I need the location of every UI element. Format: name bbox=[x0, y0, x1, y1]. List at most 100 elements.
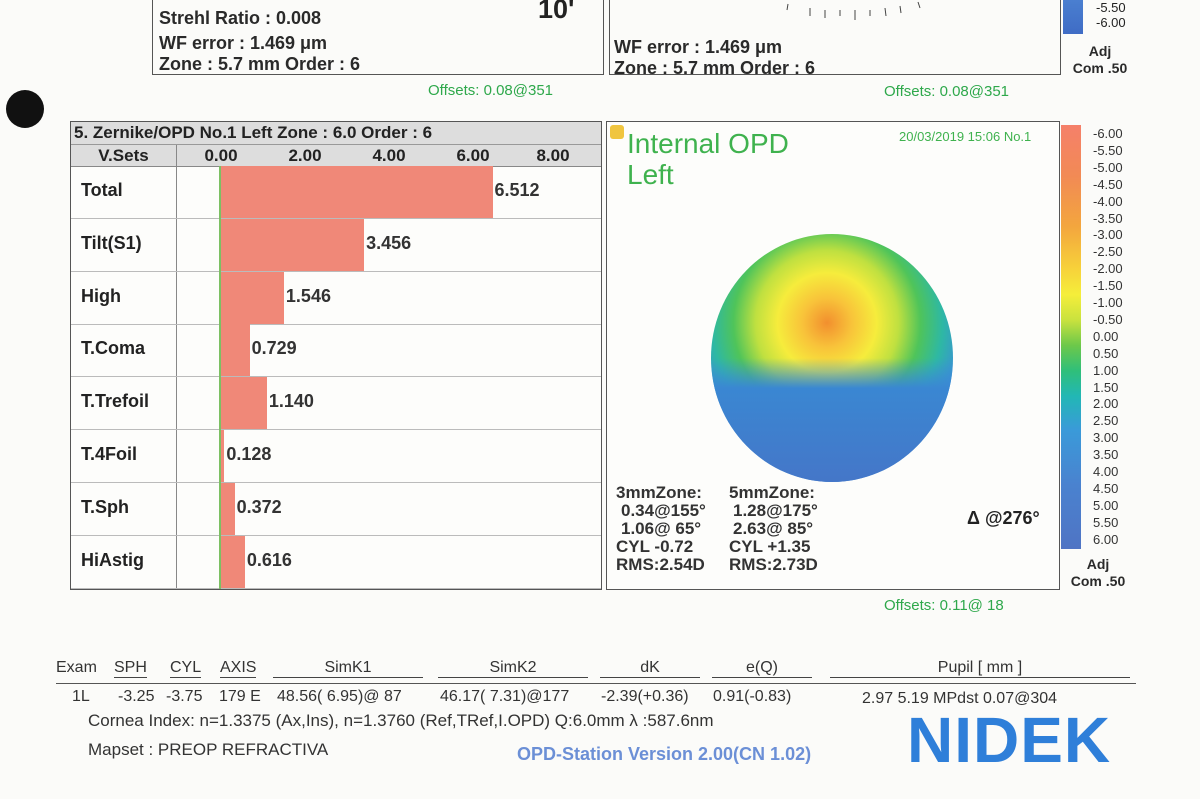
zone3-cyl: CYL -0.72 bbox=[616, 537, 694, 556]
punch-hole bbox=[6, 90, 44, 128]
zernike-row: T.Trefoil 1.140 bbox=[71, 377, 601, 431]
val-sph: -3.25 bbox=[118, 688, 155, 705]
val-cyl: -3.75 bbox=[166, 688, 203, 705]
hdr-exam: Exam bbox=[56, 659, 97, 676]
zernike-bar-value: 0.372 bbox=[236, 496, 282, 517]
zernike-bar bbox=[219, 430, 225, 482]
axis-tick-0: 0.00 bbox=[204, 146, 238, 165]
top-mid-panel: WF error : 1.469 μm Zone : 5.7 mm Order … bbox=[609, 0, 1061, 78]
zone5-line2: 2.63@ 85° bbox=[733, 519, 814, 538]
val-pupil: 2.97 5.19 MPdst 0.07@304 bbox=[862, 690, 1058, 707]
color-scale-label: -0.50 bbox=[1093, 311, 1123, 327]
color-scale-label: 4.50 bbox=[1093, 480, 1119, 496]
wf-error-mid: WF error : 1.469 μm bbox=[614, 37, 783, 57]
val-simk2: 46.17( 7.31)@177 bbox=[440, 688, 570, 705]
color-scale-label: -2.00 bbox=[1093, 261, 1123, 277]
strehl-ratio: Strehl Ratio : 0.008 bbox=[159, 8, 322, 28]
version-text: OPD-Station Version 2.00(CN 1.02) bbox=[517, 744, 812, 764]
mapset: Mapset : PREOP REFRACTIVA bbox=[88, 740, 329, 759]
zone5-line1: 1.28@175° bbox=[733, 501, 818, 520]
zernike-row: HiAstig 0.616 bbox=[71, 535, 601, 589]
panel-marker-icon bbox=[610, 125, 624, 139]
val-eq: 0.91(-0.83) bbox=[713, 688, 792, 705]
zone3-line1: 0.34@155° bbox=[621, 501, 706, 520]
color-scale-label: -5.00 bbox=[1093, 159, 1123, 175]
color-scale-label: -3.50 bbox=[1093, 210, 1123, 226]
zone3-line2: 1.06@ 65° bbox=[621, 519, 702, 538]
zernike-row: T.4Foil 0.128 bbox=[71, 430, 601, 483]
vsets-label: V.Sets bbox=[71, 145, 177, 166]
top-adj-label: Adj Com .50 bbox=[1072, 43, 1128, 76]
offsets-opd: Offsets: 0.11@ 18 bbox=[884, 597, 1004, 614]
zernike-title: 5. Zernike/OPD No.1 Left Zone : 6.0 Orde… bbox=[71, 122, 601, 144]
zernike-bar bbox=[219, 482, 235, 535]
zernike-bar bbox=[219, 324, 250, 377]
color-scale-label: 4.00 bbox=[1093, 464, 1119, 479]
zone5-cyl: CYL +1.35 bbox=[729, 537, 811, 556]
hdr-sph: SPH bbox=[114, 659, 147, 678]
color-scale-label: 3.00 bbox=[1093, 430, 1119, 446]
zernike-bar bbox=[219, 377, 267, 430]
zernike-bar-value: 0.729 bbox=[251, 338, 297, 359]
val-dk: -2.39(+0.36) bbox=[601, 688, 689, 705]
color-scale-label: 3.50 bbox=[1093, 447, 1119, 463]
color-scale-label: 0.50 bbox=[1093, 345, 1119, 361]
zone5-rms: RMS:2.73D bbox=[729, 555, 818, 574]
top-scale-label-2: -6.00 bbox=[1096, 15, 1126, 30]
zernike-row-label: High bbox=[81, 285, 121, 306]
zernike-row-label: T.Trefoil bbox=[81, 391, 150, 412]
color-scale-label: -4.50 bbox=[1093, 176, 1123, 192]
hdr-axis: AXIS bbox=[220, 659, 257, 678]
hdr-dk: dK bbox=[600, 659, 700, 678]
zernike-bar bbox=[219, 535, 245, 588]
axis-tick-6: 6.00 bbox=[456, 146, 490, 165]
hdr-cyl: CYL bbox=[170, 659, 202, 678]
color-scale-label: 2.50 bbox=[1093, 413, 1119, 429]
zernike-row: T.Sph 0.372 bbox=[71, 482, 601, 536]
footer-rule bbox=[56, 683, 1136, 684]
opd-title: Internal OPD Left bbox=[627, 128, 789, 190]
delta-angle: Δ @276° bbox=[967, 508, 1040, 528]
axis-tick-4: 4.00 bbox=[372, 146, 406, 165]
color-scale-label: -6.00 bbox=[1093, 126, 1123, 141]
zernike-bar-value: 1.546 bbox=[285, 285, 331, 306]
zernike-row-label: Tilt(S1) bbox=[81, 232, 142, 253]
scale-adj-label: Adj Com .50 bbox=[1070, 556, 1126, 589]
zernike-row-label: T.Sph bbox=[81, 496, 129, 517]
zernike-row: Tilt(S1) 3.456 bbox=[71, 218, 601, 272]
color-scale-label: 2.00 bbox=[1093, 396, 1119, 412]
big-label: 10' bbox=[538, 0, 575, 24]
color-scale-label: -3.00 bbox=[1093, 227, 1123, 243]
zernike-bar bbox=[219, 271, 284, 324]
color-scale-label: 5.00 bbox=[1093, 497, 1119, 513]
zernike-row-label: Total bbox=[81, 180, 123, 200]
val-exam: 1L bbox=[72, 688, 90, 705]
zernike-row: T.Coma 0.729 bbox=[71, 324, 601, 378]
zernike-row: High 1.546 bbox=[71, 271, 601, 325]
color-scale-label: -2.50 bbox=[1093, 244, 1123, 260]
opd-panel: Internal OPD Left 20/03/2019 15:06 No.1 bbox=[606, 121, 1060, 590]
color-scale-label: 0.00 bbox=[1093, 328, 1119, 344]
cornea-index: Cornea Index: n=1.3375 (Ax,Ins), n=1.376… bbox=[88, 711, 714, 730]
offsets-mid: Offsets: 0.08@351 bbox=[884, 83, 1010, 100]
color-scale-label: -1.00 bbox=[1093, 295, 1123, 310]
zero-line bbox=[219, 166, 221, 589]
hdr-simk2: SimK2 bbox=[438, 659, 588, 678]
axis-tick-2: 2.00 bbox=[288, 146, 322, 165]
zone5-header: 5mmZone: bbox=[729, 483, 815, 502]
val-simk1: 48.56( 6.95)@ 87 bbox=[277, 688, 402, 705]
top-scale-label-1: -5.50 bbox=[1096, 0, 1126, 15]
nidek-logo: NIDEK bbox=[907, 704, 1112, 776]
zone-order: Zone : 5.7 mm Order : 6 bbox=[159, 54, 361, 74]
val-axis: 179 E bbox=[219, 688, 261, 705]
hdr-eq: e(Q) bbox=[712, 659, 812, 678]
top-left-panel: Strehl Ratio : 0.008 WF error : 1.469 μm… bbox=[152, 0, 604, 75]
zernike-bar bbox=[219, 218, 365, 271]
zernike-bar-value: 3.456 bbox=[366, 232, 412, 253]
zernike-rows: Total 6.512 Tilt(S1) 3.456 High 1.546 T.Coma 0.… bbox=[71, 166, 601, 589]
zernike-bar bbox=[219, 166, 493, 218]
zernike-bar-value: 0.616 bbox=[246, 549, 292, 570]
zernike-row-label: T.Coma bbox=[81, 338, 146, 359]
color-scale-label: -4.00 bbox=[1093, 193, 1123, 209]
zernike-axis: V.Sets 0.00 2.00 4.00 6.00 8.00 bbox=[71, 144, 601, 167]
